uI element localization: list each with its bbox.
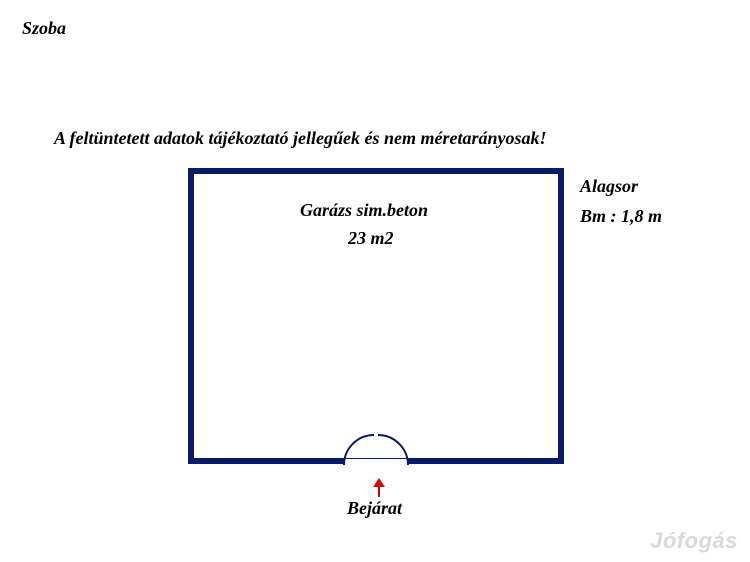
entrance-arrow-icon: [373, 478, 385, 487]
side-info-line1: Alagsor: [580, 176, 638, 197]
side-info-line2: Bm : 1,8 m: [580, 206, 662, 227]
disclaimer-text: A feltüntetett adatok tájékoztató jelleg…: [54, 128, 546, 149]
entrance-arrow-stem: [378, 487, 380, 497]
entrance-label: Bejárat: [347, 498, 402, 519]
page-title: Szoba: [22, 18, 66, 39]
door-arc-left: [342, 433, 378, 469]
room-name-line2: 23 m2: [348, 228, 394, 249]
watermark: Jófogás: [650, 528, 738, 554]
door-arc-right: [376, 433, 412, 469]
room-name-line1: Garázs sim.beton: [300, 200, 428, 221]
